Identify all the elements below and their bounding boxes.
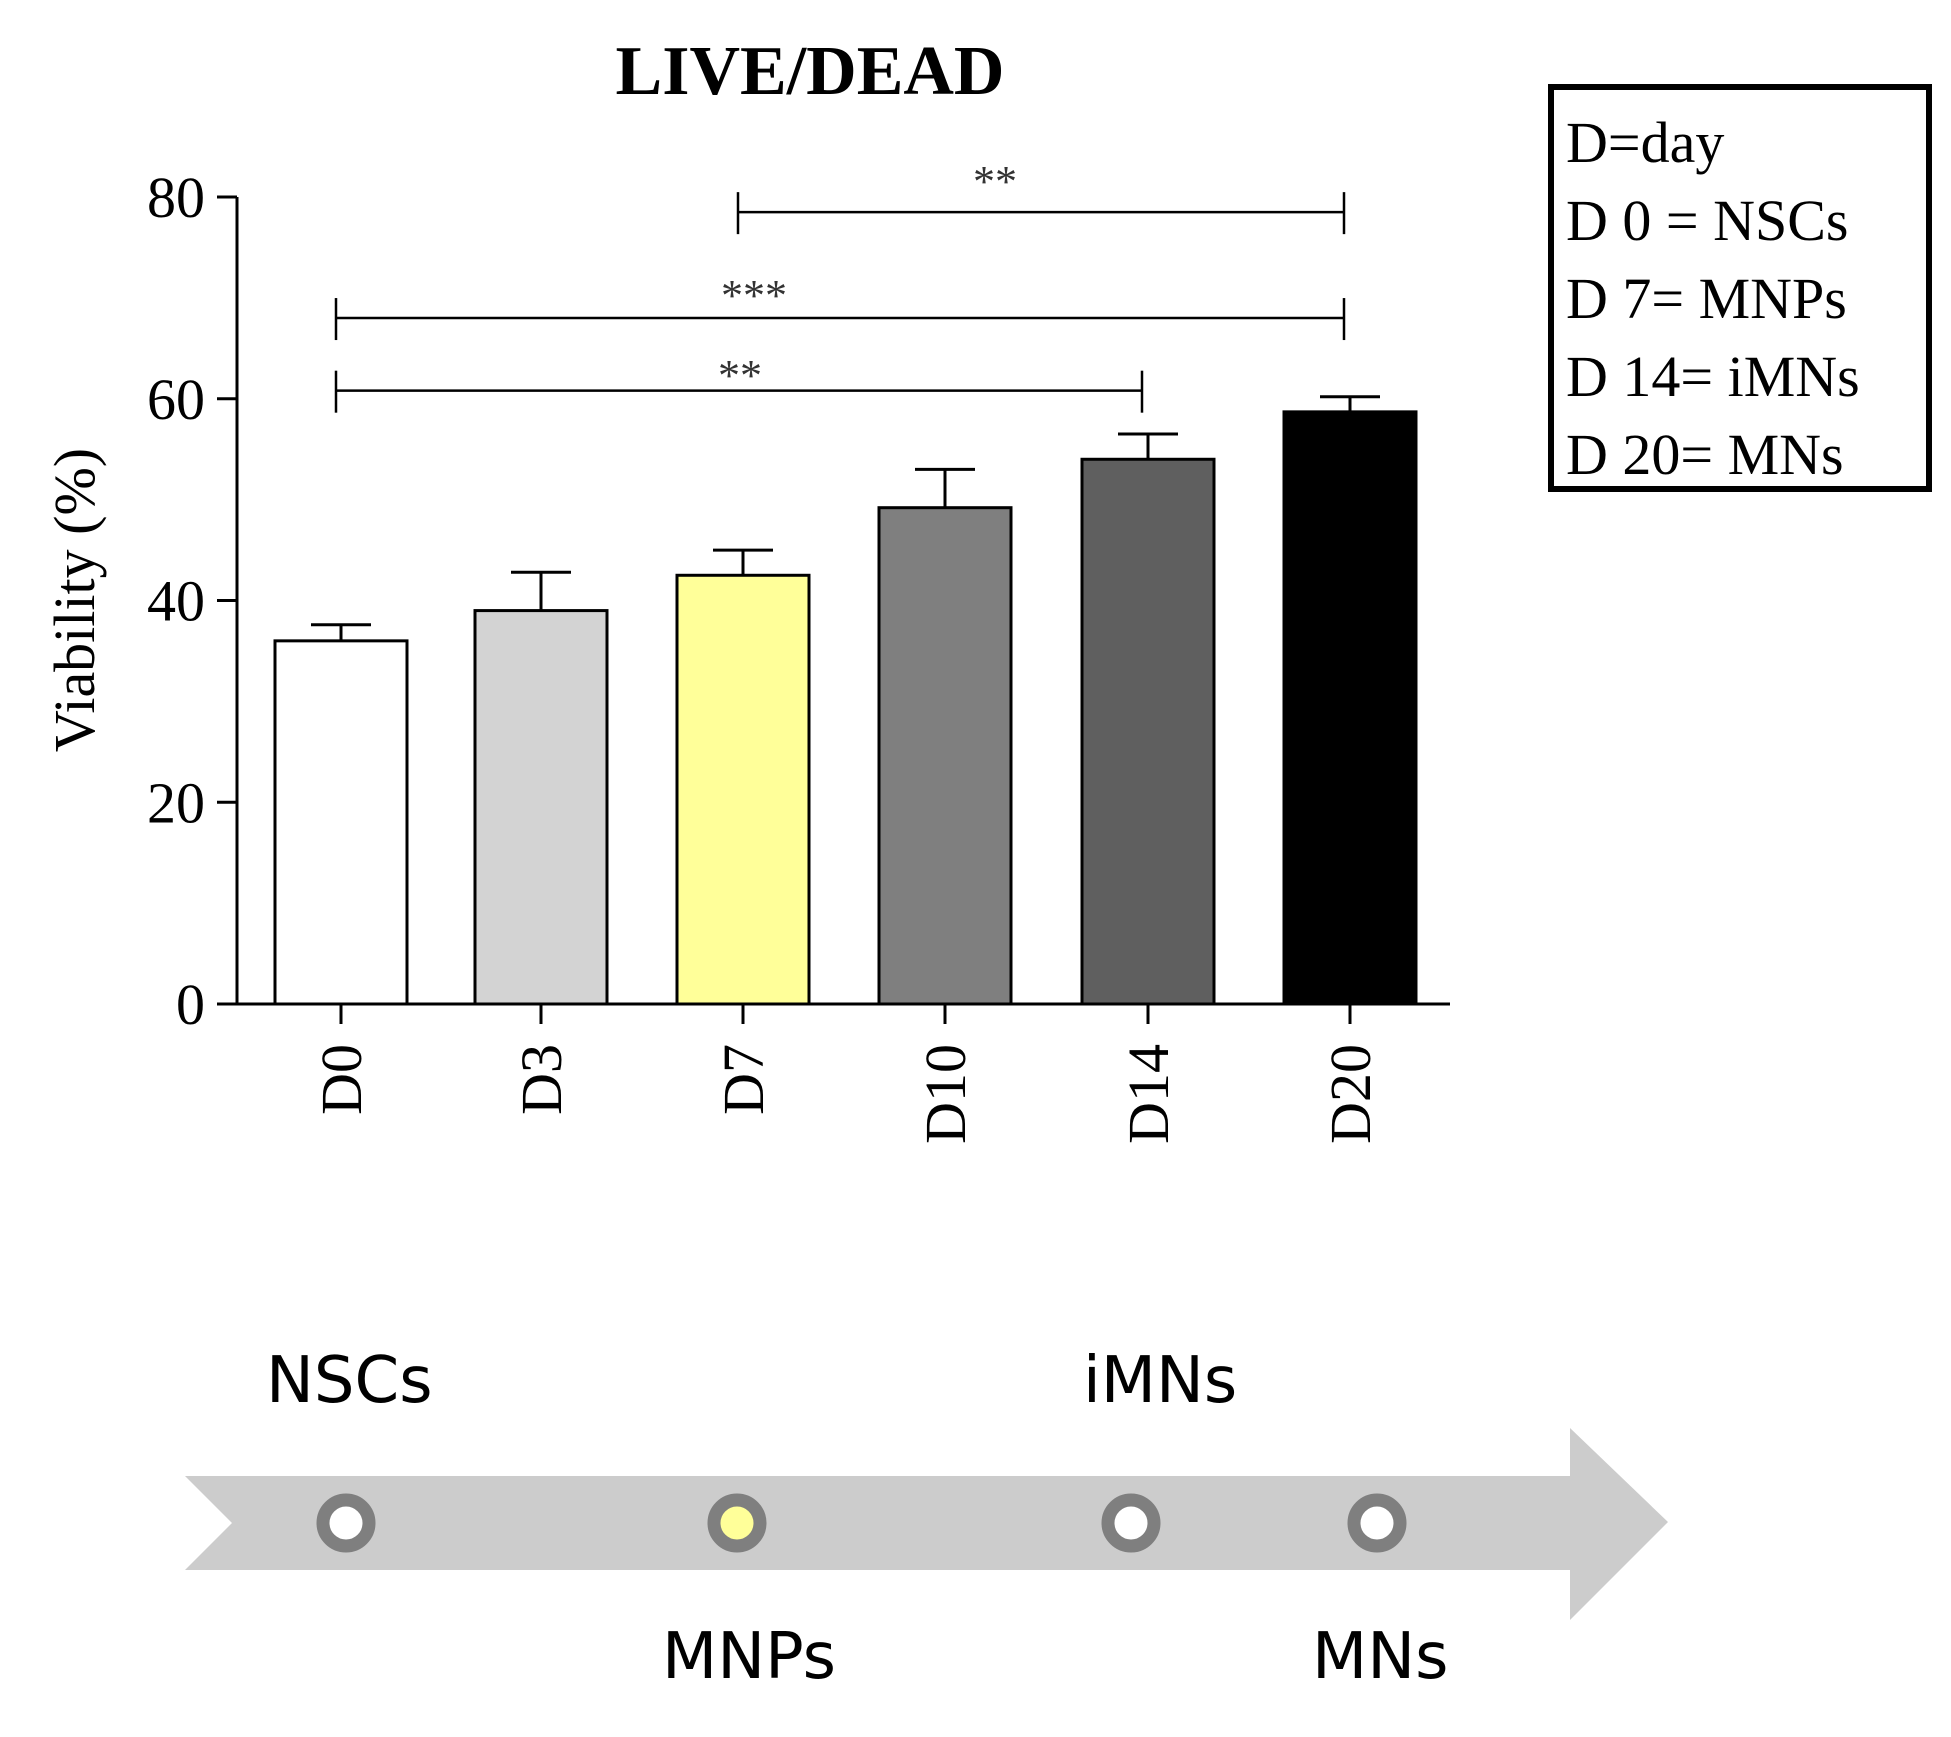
legend-line: D 14= iMNs	[1566, 344, 1860, 409]
y-tick-label: 40	[147, 569, 205, 634]
bar-d3	[473, 609, 609, 1006]
error-bars	[311, 395, 1380, 641]
legend-line: D=day	[1566, 110, 1725, 175]
timeline-node-mns	[1347, 1493, 1407, 1553]
bar-d0	[273, 639, 409, 1006]
timeline	[185, 1428, 1668, 1620]
chart-title: LIVE/DEAD	[616, 33, 1005, 110]
y-tick-label: 80	[147, 165, 205, 230]
bar-d7	[675, 573, 811, 1006]
y-tick-label: 0	[176, 972, 205, 1037]
y-axis-label: Viability (%)	[42, 448, 107, 752]
significance-stars: **	[973, 157, 1017, 206]
x-tick-label: D20	[1318, 1044, 1383, 1144]
legend-line: D 20= MNs	[1566, 422, 1844, 487]
bar-d10	[877, 506, 1013, 1006]
x-tick-labels: D0 D3 D7 D10 D14 D20	[309, 1044, 1383, 1144]
legend-line: D 0 = NSCs	[1566, 188, 1849, 253]
timeline-node-imns	[1101, 1493, 1161, 1553]
timeline-label-mnps: MNPs	[662, 1620, 836, 1694]
timeline-label-imns: iMNs	[1083, 1344, 1238, 1418]
timeline-node-mnps	[707, 1493, 767, 1553]
legend-line: D 7= MNPs	[1566, 266, 1847, 331]
timeline-arrow	[185, 1428, 1668, 1620]
timeline-label-mns: MNs	[1312, 1620, 1449, 1694]
x-tick-label: D0	[309, 1044, 374, 1115]
bars	[273, 410, 1418, 1006]
x-tick-label: D3	[509, 1044, 574, 1115]
timeline-node-nscs	[316, 1493, 376, 1553]
y-tick-label: 20	[147, 770, 205, 835]
bar-d20	[1282, 410, 1418, 1006]
bar-d14	[1080, 457, 1216, 1006]
y-tick-label: 60	[147, 367, 205, 432]
significance-stars: **	[718, 351, 762, 400]
y-tick-labels: 0 20 40 60 80	[147, 165, 205, 1037]
significance-stars: ***	[721, 271, 787, 320]
axes	[217, 195, 1450, 1024]
timeline-label-nscs: NSCs	[266, 1344, 433, 1418]
legend-box: D=day D 0 = NSCs D 7= MNPs D 14= iMNs D …	[1548, 84, 1932, 492]
x-tick-label: D10	[913, 1044, 978, 1144]
x-tick-label: D7	[711, 1044, 776, 1115]
significance-brackets: *******	[334, 157, 1346, 413]
x-tick-label: D14	[1116, 1044, 1181, 1144]
